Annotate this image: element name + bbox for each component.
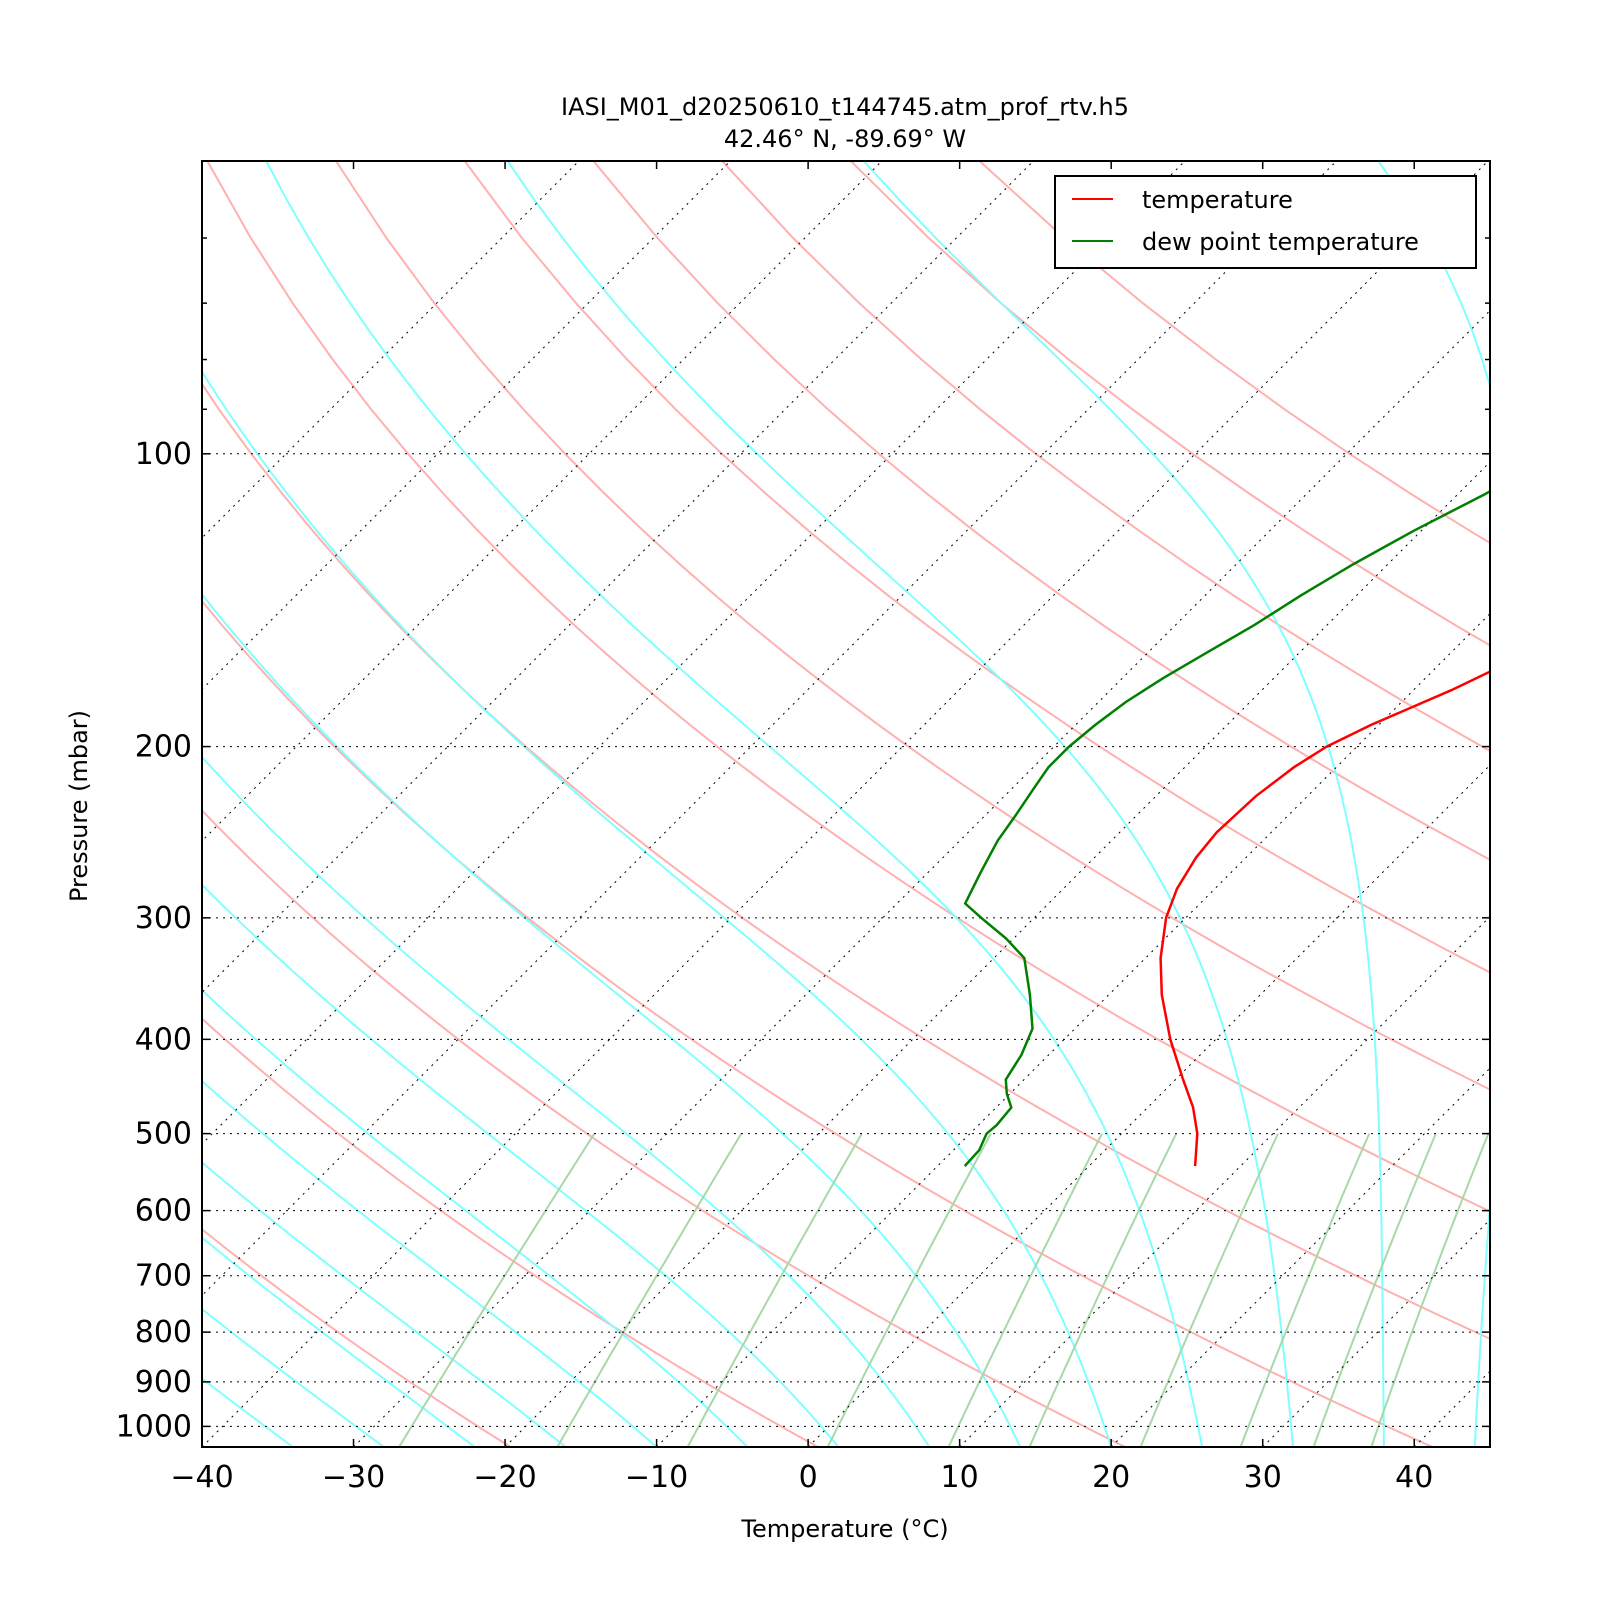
x-tick-label: −20 bbox=[473, 1460, 536, 1495]
dewpoint-profile-line bbox=[963, 489, 1490, 1167]
mixing-ratio-line bbox=[947, 1133, 1103, 1447]
y-tick-label: 700 bbox=[135, 1259, 192, 1294]
dry-adiabat bbox=[206, 161, 1490, 1213]
chart-subtitle: 42.46° N, -89.69° W bbox=[724, 125, 966, 153]
axis-ticks bbox=[201, 161, 1490, 1447]
y-tick-label: 900 bbox=[135, 1365, 192, 1400]
y-tick-label: 300 bbox=[135, 901, 192, 936]
x-tick-label: −40 bbox=[170, 1460, 233, 1495]
moist-adiabat bbox=[202, 988, 749, 1447]
y-tick-label: 800 bbox=[135, 1315, 192, 1350]
mixing-ratio-line bbox=[826, 1133, 992, 1447]
moist-adiabat bbox=[202, 883, 840, 1447]
grid-lines bbox=[202, 161, 1490, 1447]
temperature-profile-line bbox=[1159, 670, 1490, 1167]
dry-adiabat bbox=[202, 599, 1433, 1447]
legend-box bbox=[1054, 175, 1477, 269]
legend: temperature dew point temperature bbox=[1054, 175, 1477, 269]
moist-adiabat bbox=[202, 369, 1113, 1447]
mixing-ratio-line bbox=[398, 1133, 596, 1447]
y-tick-label: 1000 bbox=[116, 1409, 192, 1444]
legend-label-temperature: temperature bbox=[1142, 186, 1293, 214]
y-tick-label: 400 bbox=[135, 1022, 192, 1057]
moist-adiabat bbox=[1377, 161, 1490, 1447]
x-tick-label: 20 bbox=[1092, 1460, 1130, 1495]
dry-adiabat bbox=[335, 161, 1490, 1091]
chart-title: IASI_M01_d20250610_t144745.atm_prof_rtv.… bbox=[561, 93, 1129, 121]
x-tick-label: 30 bbox=[1244, 1460, 1282, 1495]
x-tick-labels: −40 −30 −20 −10 0 10 20 30 40 bbox=[170, 1460, 1433, 1495]
moist-adiabat bbox=[202, 1079, 658, 1447]
mixing-ratio-line bbox=[686, 1133, 863, 1447]
moist-adiabat bbox=[202, 1161, 567, 1447]
x-tick-label: 40 bbox=[1395, 1460, 1433, 1495]
x-tick-label: 0 bbox=[799, 1460, 818, 1495]
moist-adiabat bbox=[265, 161, 1204, 1447]
x-axis-label: Temperature (°C) bbox=[740, 1515, 948, 1543]
mixing-ratio-line bbox=[1139, 1133, 1279, 1447]
moist-adiabat bbox=[202, 592, 1022, 1447]
dry-adiabat bbox=[463, 161, 1490, 974]
y-tick-label: 200 bbox=[135, 730, 192, 765]
dry-adiabat bbox=[202, 1228, 512, 1447]
moist-adiabat bbox=[202, 1236, 476, 1447]
y-tick-label: 100 bbox=[135, 437, 192, 472]
moist-adiabat bbox=[202, 755, 931, 1447]
y-tick-label: 600 bbox=[135, 1194, 192, 1229]
mixing-ratio-line bbox=[1312, 1133, 1437, 1447]
dry-adiabat bbox=[592, 161, 1490, 861]
x-tick-label: −30 bbox=[322, 1460, 385, 1495]
moist-adiabat bbox=[862, 161, 1385, 1447]
y-tick-label: 500 bbox=[135, 1117, 192, 1152]
y-tick-labels: 100 200 300 400 500 600 700 800 900 1000 bbox=[116, 437, 192, 1445]
thermodynamic-background bbox=[202, 161, 1490, 1447]
plot-frame bbox=[201, 160, 1491, 1448]
x-tick-label: 10 bbox=[941, 1460, 979, 1495]
mixing-ratio-line bbox=[556, 1133, 743, 1447]
moist-adiabat bbox=[202, 1307, 385, 1447]
x-tick-label: −10 bbox=[625, 1460, 688, 1495]
mixing-ratio-line bbox=[1239, 1133, 1371, 1447]
mixing-ratio-line bbox=[1370, 1133, 1490, 1447]
series-lines bbox=[963, 489, 1490, 1167]
legend-label-dewpoint: dew point temperature bbox=[1142, 228, 1419, 256]
mixing-ratio-line bbox=[1028, 1133, 1178, 1447]
y-axis-label: Pressure (mbar) bbox=[65, 710, 93, 902]
dry-adiabat bbox=[202, 1017, 819, 1447]
